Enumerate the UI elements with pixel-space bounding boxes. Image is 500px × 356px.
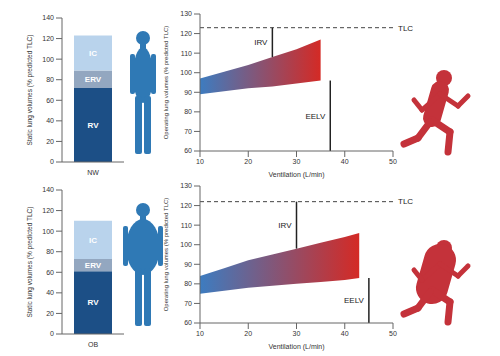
svg-text:100: 100: [42, 56, 54, 63]
svg-text:NW: NW: [87, 169, 99, 176]
svg-text:EELV: EELV: [344, 296, 365, 305]
svg-text:130: 130: [180, 182, 192, 189]
svg-text:20: 20: [46, 310, 54, 317]
svg-text:40: 40: [46, 117, 54, 124]
svg-text:0: 0: [50, 330, 54, 337]
svg-text:120: 120: [180, 30, 192, 37]
svg-text:110: 110: [181, 222, 192, 229]
svg-text:0: 0: [50, 158, 54, 165]
svg-text:10: 10: [196, 330, 204, 337]
svg-text:10: 10: [196, 158, 204, 165]
svg-text:120: 120: [42, 35, 54, 42]
svg-text:100: 100: [180, 69, 192, 76]
svg-text:30: 30: [293, 330, 301, 337]
svg-text:80: 80: [184, 280, 192, 287]
svg-text:120: 120: [42, 207, 54, 214]
svg-text:100: 100: [42, 228, 54, 235]
svg-text:RV: RV: [88, 121, 100, 130]
svg-text:130: 130: [180, 10, 192, 17]
svg-text:50: 50: [389, 158, 397, 165]
svg-text:IRV: IRV: [254, 38, 268, 47]
svg-text:20: 20: [46, 138, 54, 145]
svg-text:RV: RV: [88, 298, 100, 307]
svg-text:OB: OB: [88, 341, 98, 348]
svg-text:80: 80: [46, 76, 54, 83]
svg-text:110: 110: [181, 50, 192, 57]
svg-text:70: 70: [184, 128, 192, 135]
svg-text:90: 90: [184, 261, 192, 268]
svg-text:EELV: EELV: [305, 112, 326, 121]
svg-text:60: 60: [46, 269, 54, 276]
svg-text:80: 80: [184, 108, 192, 115]
svg-text:TLC: TLC: [398, 24, 413, 33]
svg-text:100: 100: [180, 241, 192, 248]
svg-text:Static lung volumes (% predict: Static lung volumes (% predicted TLC): [26, 35, 34, 146]
svg-text:140: 140: [42, 186, 54, 193]
svg-text:60: 60: [184, 147, 192, 154]
svg-text:IRV: IRV: [278, 221, 292, 230]
svg-text:40: 40: [46, 289, 54, 296]
svg-text:120: 120: [180, 202, 192, 209]
svg-text:40: 40: [341, 330, 349, 337]
svg-text:60: 60: [46, 97, 54, 104]
svg-text:20: 20: [244, 330, 252, 337]
svg-text:20: 20: [244, 158, 252, 165]
svg-text:50: 50: [389, 330, 397, 337]
svg-text:ERV: ERV: [85, 261, 102, 270]
svg-text:40: 40: [341, 158, 349, 165]
svg-text:90: 90: [184, 89, 192, 96]
svg-text:TLC: TLC: [398, 197, 413, 206]
svg-text:Ventilation (L/min): Ventilation (L/min): [268, 171, 324, 179]
svg-text:140: 140: [42, 14, 54, 21]
svg-text:IC: IC: [89, 49, 97, 58]
svg-text:30: 30: [293, 158, 301, 165]
svg-text:IC: IC: [89, 236, 97, 245]
svg-text:Operating lung volumes (% pred: Operating lung volumes (% predicted TLC): [163, 26, 169, 140]
svg-text:80: 80: [46, 248, 54, 255]
svg-text:Ventilation (L/min): Ventilation (L/min): [268, 343, 324, 351]
svg-text:Static lung volumes (% predict: Static lung volumes (% predicted TLC): [26, 207, 34, 318]
svg-text:Operating lung volumes (% pred: Operating lung volumes (% predicted TLC): [163, 198, 169, 312]
svg-text:70: 70: [184, 300, 192, 307]
svg-text:60: 60: [184, 319, 192, 326]
svg-text:ERV: ERV: [85, 75, 102, 84]
